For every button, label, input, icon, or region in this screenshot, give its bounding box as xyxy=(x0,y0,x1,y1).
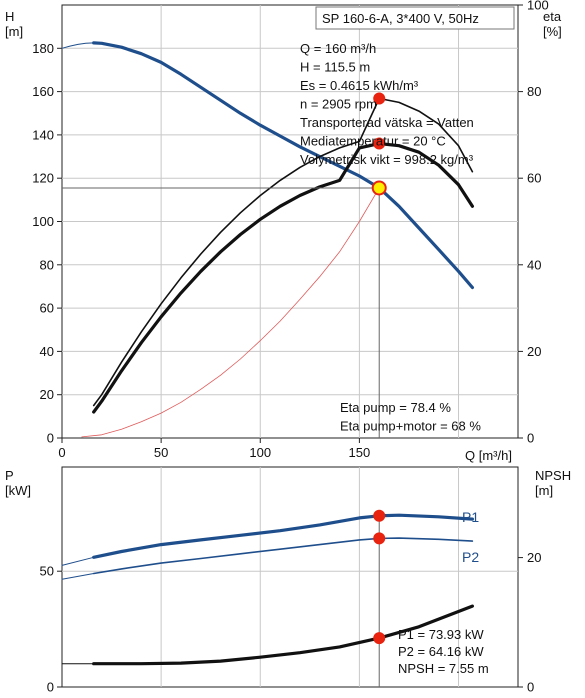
info-line: Transporterad vätska = Vatten xyxy=(300,115,474,130)
point-eta_total_pt xyxy=(373,137,386,150)
y-tick-label: 60 xyxy=(40,301,54,316)
info-line: Eta pump+motor = 68 % xyxy=(340,419,481,434)
series-line-eta_total xyxy=(92,142,474,414)
info-line: NPSH = 7.55 m xyxy=(398,661,489,676)
duty-point-markers xyxy=(371,92,387,196)
y-right-tick-label: 0 xyxy=(527,680,534,695)
x-tick-label: 150 xyxy=(349,445,371,460)
series-line-system xyxy=(81,187,380,438)
point-npsh_pt xyxy=(373,632,386,645)
y-tick-label: 0 xyxy=(47,431,54,446)
series-line-P2_ext xyxy=(61,573,95,580)
pump-title-box xyxy=(315,6,515,30)
series-line-H xyxy=(92,41,474,290)
x-tick-label: 100 xyxy=(249,445,271,460)
y-tick-label: 180 xyxy=(32,41,54,56)
eta-y-ticks: 0 20 40 60 80 100 xyxy=(518,0,549,446)
y-tick-label: 160 xyxy=(32,84,54,99)
y-right-tick-label: 100 xyxy=(527,0,549,13)
head-efficiency-grid xyxy=(62,5,518,438)
head-efficiency-series xyxy=(61,41,474,438)
npsh-y-ticks: 0 20 xyxy=(518,550,541,695)
info-line: Volymetrisk vikt = 998.2 kg/m³ xyxy=(300,152,474,167)
series-line-NPSH xyxy=(92,604,474,666)
y-tick-label: 140 xyxy=(32,127,54,142)
efficiency-info-text: Eta pump = 78.4 % Eta pump+motor = 68 % xyxy=(340,400,481,434)
head-y-ticks: 0 20 40 60 80 100 120 140 160 180 xyxy=(32,41,62,446)
head-efficiency-panel: 0 20 40 60 80 100 120 140 160 180 0 20 40 60 80 100 0 5… xyxy=(5,0,562,463)
info-line: n = 2905 rpm xyxy=(300,97,377,112)
y-tick-label: 0 xyxy=(47,680,54,695)
power-y-ticks: 0 50 xyxy=(40,564,62,695)
point-eta_pump_pt xyxy=(373,92,386,105)
x-tick-label: 0 xyxy=(58,445,65,460)
power-duty-markers xyxy=(373,509,386,645)
flow-x-ticks: 0 50 100 150 xyxy=(58,438,370,460)
y-tick-label: 120 xyxy=(32,171,54,186)
x-tick-label: 50 xyxy=(154,445,168,460)
y-right-tick-label: 80 xyxy=(527,84,541,99)
y-tick-label: 50 xyxy=(40,564,54,579)
eta-axis-label: eta [%] xyxy=(543,9,562,39)
flow-axis-label: Q [m³/h] xyxy=(465,448,512,463)
duty-point-crosshair xyxy=(62,187,380,438)
p2-series-label: P2 xyxy=(462,549,479,565)
y-tick-label: 40 xyxy=(40,344,54,359)
info-line: P1 = 73.93 kW xyxy=(398,627,484,642)
info-line: Es = 0.4615 kWh/m³ xyxy=(300,78,419,93)
power-axis-label: P [kW] xyxy=(5,468,31,498)
info-line: H = 115.5 m xyxy=(300,60,370,75)
y-tick-label: 80 xyxy=(40,257,54,272)
info-line: P2 = 64.16 kW xyxy=(398,644,484,659)
point-duty xyxy=(371,180,387,196)
info-line: Eta pump = 78.4 % xyxy=(340,400,451,415)
series-line-H_ext xyxy=(61,42,95,49)
pump-title: SP 160-6-A, 3*400 V, 50Hz xyxy=(322,11,479,26)
series-line-eta_pump xyxy=(92,97,474,407)
y-right-tick-label: 20 xyxy=(527,550,541,565)
point-p1_pt xyxy=(373,509,386,522)
info-line: Mediatemperatur = 20 °C xyxy=(300,134,446,149)
duty-info-text: Q = 160 m³/h H = 115.5 m Es = 0.4615 kWh/m… xyxy=(300,41,474,167)
power-npsh-plot-area xyxy=(61,466,519,688)
y-right-tick-label: 60 xyxy=(527,171,541,186)
power-npsh-series xyxy=(61,513,474,666)
series-line-P1_ext xyxy=(61,556,95,566)
power-npsh-grid xyxy=(62,467,518,687)
y-right-tick-label: 20 xyxy=(527,344,541,359)
series-line-P1 xyxy=(92,513,474,559)
y-right-tick-label: 40 xyxy=(527,257,541,272)
info-line: Q = 160 m³/h xyxy=(300,41,376,56)
y-tick-label: 20 xyxy=(40,387,54,402)
npsh-axis-label: NPSH [m] xyxy=(535,468,571,498)
power-npsh-panel: 0 50 0 20 P [kW] NPSH [m] P1 P2 P1 = 73.93 k… xyxy=(5,466,571,695)
p1-series-label: P1 xyxy=(462,509,479,525)
y-tick-label: 100 xyxy=(32,214,54,229)
head-axis-label: H [m] xyxy=(5,9,23,39)
power-info-text: P1 = 73.93 kW P2 = 64.16 kW NPSH = 7.55 m xyxy=(398,627,489,676)
series-line-P2 xyxy=(92,537,474,575)
y-right-tick-label: 0 xyxy=(527,431,534,446)
point-p2_pt xyxy=(373,532,386,545)
